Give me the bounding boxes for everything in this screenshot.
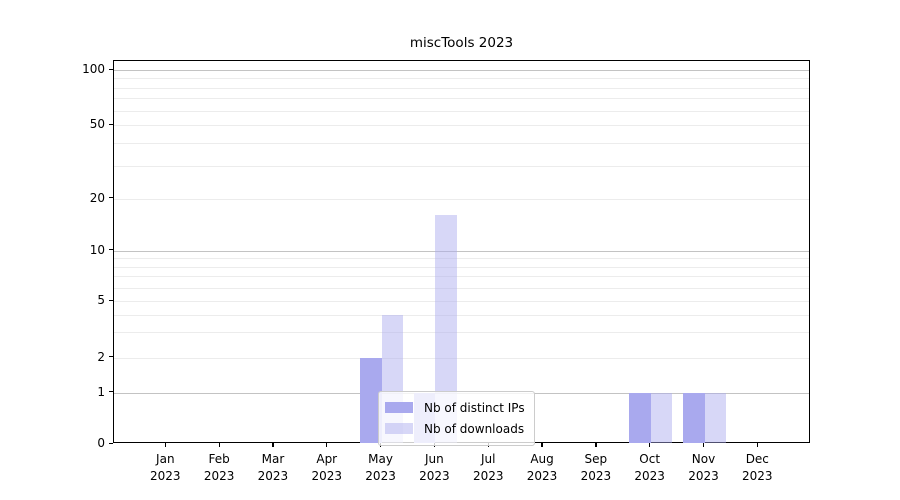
x-tick-year: 2023: [150, 468, 181, 483]
x-tick-mark: [164, 443, 166, 447]
bar-distinct-ips: [683, 392, 705, 443]
y-tick-mark: [108, 356, 113, 358]
y-tick-mark: [108, 391, 113, 393]
x-tick-label: May 2023: [349, 451, 413, 484]
y-tick-mark: [108, 442, 113, 444]
x-tick-month: Jul: [480, 452, 496, 466]
legend-swatch-downloads-icon: [385, 423, 413, 434]
x-tick-year: 2023: [365, 468, 396, 483]
gridline-minor: [114, 357, 809, 359]
y-tick-label: 1: [97, 384, 105, 399]
y-tick-label: 20: [89, 190, 105, 205]
x-tick-label: Feb 2023: [187, 451, 251, 484]
x-tick-year: 2023: [257, 468, 289, 483]
bar-downloads: [435, 215, 457, 443]
gridline-major: [114, 250, 809, 252]
legend-item-downloads: Nb of downloads: [385, 418, 525, 439]
x-tick-label: Apr 2023: [295, 451, 359, 484]
y-tick-label: 100: [82, 62, 105, 76]
gridline-minor: [114, 258, 809, 260]
chart-title: miscTools 2023: [409, 35, 514, 51]
x-tick-mark: [595, 443, 597, 447]
x-tick-label: Sep 2023: [564, 451, 628, 484]
x-tick-year: 2023: [419, 468, 450, 483]
x-tick-year: 2023: [688, 468, 719, 483]
x-tick-label: Jul 2023: [456, 451, 520, 484]
x-tick-mark: [541, 443, 543, 447]
x-tick-label: Oct 2023: [618, 451, 682, 484]
y-tick-mark: [108, 68, 113, 70]
x-tick-month: Oct: [639, 452, 661, 466]
legend-item-distinct-ips: Nb of distinct IPs: [385, 397, 525, 418]
legend: Nb of distinct IPs Nb of downloads: [378, 391, 535, 446]
bar-distinct-ips: [360, 357, 382, 443]
x-tick-year: 2023: [526, 468, 558, 483]
gridline-minor: [114, 165, 809, 167]
x-tick-month: Dec: [745, 452, 769, 466]
gridline-minor: [114, 78, 809, 80]
x-tick-year: 2023: [311, 468, 343, 483]
gridline-minor: [114, 276, 809, 278]
x-tick-mark: [756, 443, 759, 447]
y-tick-label: 0: [97, 436, 105, 450]
x-tick-label: Nov 2023: [672, 451, 736, 484]
x-tick-month: Jan: [156, 452, 175, 466]
bar-downloads: [650, 392, 673, 443]
gridline-minor: [114, 98, 809, 100]
gridline-major: [114, 70, 809, 71]
x-tick-month: Sep: [584, 452, 608, 466]
y-tick-mark: [108, 299, 113, 301]
x-tick-label: Mar 2023: [241, 451, 305, 484]
gridline-minor: [114, 287, 809, 289]
y-tick-label: 5: [97, 293, 105, 307]
x-tick-month: Mar: [261, 452, 285, 466]
gridline-minor: [114, 110, 809, 112]
x-tick-month: Aug: [530, 452, 554, 466]
gridline-minor: [114, 314, 809, 316]
y-tick-label: 10: [89, 242, 105, 257]
legend-label-distinct-ips: Nb of distinct IPs: [424, 400, 525, 415]
gridline-minor: [114, 301, 809, 302]
y-tick-label: 2: [97, 349, 105, 364]
y-tick-mark: [108, 197, 113, 199]
x-tick-year: 2023: [634, 468, 665, 483]
x-tick-year: 2023: [472, 468, 504, 483]
gridline-minor: [114, 266, 809, 268]
bar-distinct-ips: [629, 392, 651, 443]
x-tick-year: 2023: [742, 468, 773, 483]
y-tick-label: 50: [89, 117, 105, 131]
plot-area: [113, 60, 810, 443]
gridline-minor: [114, 332, 809, 334]
gridline-minor: [114, 125, 809, 126]
x-tick-label: Dec 2023: [725, 451, 789, 484]
x-tick-month: Apr: [316, 452, 338, 466]
y-tick-mark: [108, 123, 113, 125]
y-tick-mark: [108, 249, 113, 251]
x-tick-month: Jun: [425, 452, 444, 466]
x-tick-mark: [218, 443, 220, 447]
x-tick-year: 2023: [203, 468, 235, 483]
x-tick-month: Feb: [208, 452, 230, 466]
x-tick-year: 2023: [580, 468, 612, 483]
x-tick-mark: [272, 443, 274, 447]
legend-label-downloads: Nb of downloads: [424, 421, 525, 436]
gridline-minor: [114, 87, 809, 89]
x-tick-mark: [326, 443, 328, 447]
legend-swatch-distinct-ips-icon: [385, 402, 413, 413]
gridline-minor: [114, 198, 809, 200]
x-tick-month: Nov: [691, 452, 716, 466]
x-tick-label: Jun 2023: [402, 451, 466, 484]
x-tick-mark: [702, 443, 705, 447]
x-tick-month: May: [368, 452, 393, 466]
x-tick-mark: [649, 443, 651, 447]
x-tick-label: Jan 2023: [133, 451, 197, 484]
bar-downloads: [704, 392, 726, 443]
gridline-minor: [114, 142, 809, 144]
x-tick-label: Aug 2023: [510, 451, 574, 484]
